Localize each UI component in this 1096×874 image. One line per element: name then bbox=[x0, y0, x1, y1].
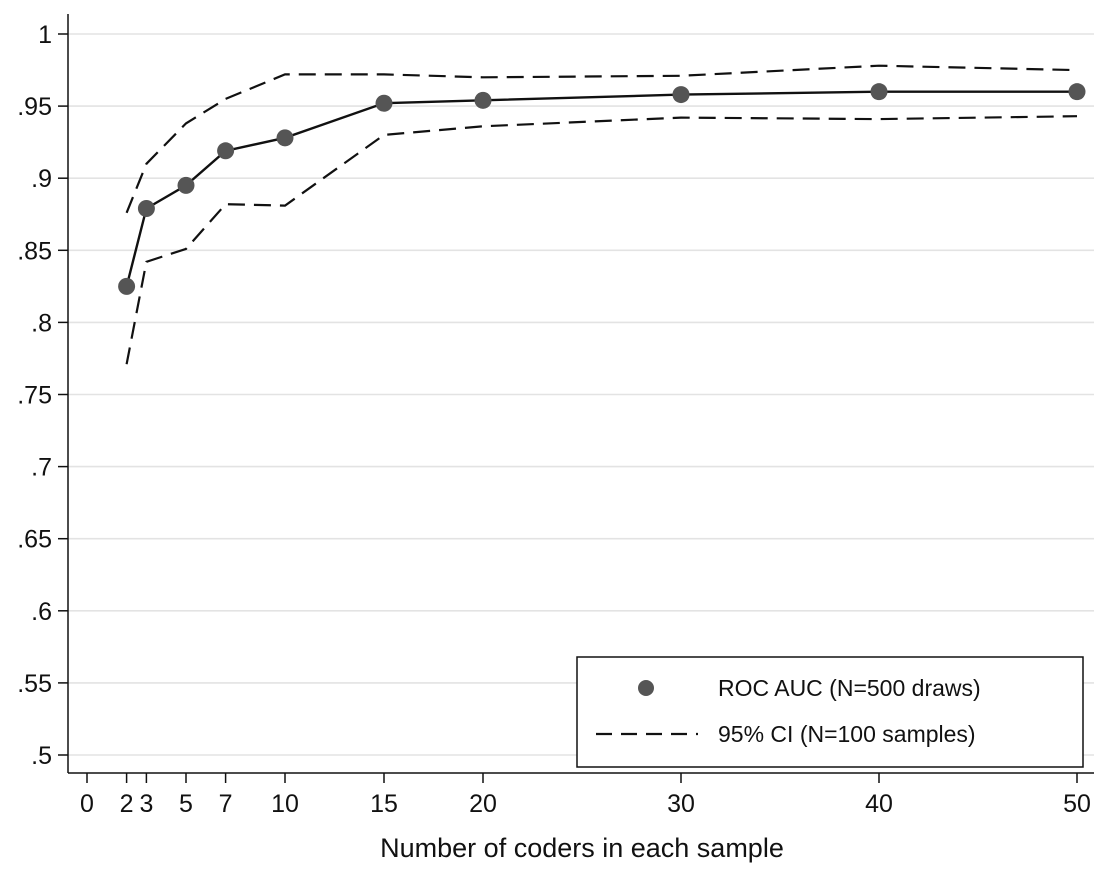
x-tick-label: 2 bbox=[120, 790, 134, 818]
x-tick-label: 3 bbox=[139, 790, 153, 818]
legend: ROC AUC (N=500 draws) 95% CI (N=100 samp… bbox=[576, 656, 1084, 768]
y-tick-label: .9 bbox=[31, 165, 52, 193]
roc-auc-point bbox=[217, 142, 235, 160]
roc-auc-point bbox=[474, 91, 492, 109]
y-tick-label: 1 bbox=[38, 21, 52, 49]
x-tick-label: 15 bbox=[370, 790, 398, 818]
y-tick-label: .85 bbox=[17, 237, 52, 265]
gridlines bbox=[68, 33, 1094, 756]
x-tick-label: 50 bbox=[1063, 790, 1091, 818]
roc-auc-point bbox=[870, 83, 888, 101]
y-tick-label: .6 bbox=[31, 598, 52, 626]
y-tick-label: .75 bbox=[17, 382, 52, 410]
x-tick-label: 5 bbox=[179, 790, 193, 818]
x-tick-label: 7 bbox=[219, 790, 233, 818]
legend-label-ci: 95% CI (N=100 samples) bbox=[718, 721, 976, 747]
roc-auc-point bbox=[672, 86, 690, 104]
roc-auc-point bbox=[375, 94, 393, 112]
roc-auc-point bbox=[177, 176, 195, 194]
x-tick-label: 10 bbox=[271, 790, 299, 818]
ci-upper-line bbox=[125, 64, 1078, 214]
legend-box bbox=[576, 656, 1084, 768]
y-tick-label: .65 bbox=[17, 526, 52, 554]
roc-auc-line bbox=[125, 90, 1077, 287]
series bbox=[118, 64, 1086, 365]
x-tick-label: 40 bbox=[865, 790, 893, 818]
ci-lower-line bbox=[125, 115, 1078, 365]
y-tick-label: .55 bbox=[17, 670, 52, 698]
legend-marker-roc-auc bbox=[638, 680, 654, 696]
y-tick-label: .95 bbox=[17, 93, 52, 121]
y-tick-label: .8 bbox=[31, 309, 52, 337]
roc-auc-point bbox=[1068, 83, 1086, 101]
x-tick-label: 30 bbox=[667, 790, 695, 818]
legend-label-roc-auc: ROC AUC (N=500 draws) bbox=[718, 675, 981, 701]
roc-auc-point bbox=[118, 277, 136, 295]
x-tick-label: 0 bbox=[80, 790, 94, 818]
roc-auc-point bbox=[276, 129, 294, 147]
roc-auc-point bbox=[137, 199, 155, 217]
y-tick-label: .7 bbox=[31, 454, 52, 482]
x-axis-title: Number of coders in each sample bbox=[380, 833, 784, 863]
x-tick-label: 20 bbox=[469, 790, 497, 818]
y-tick-label: .5 bbox=[31, 742, 52, 770]
